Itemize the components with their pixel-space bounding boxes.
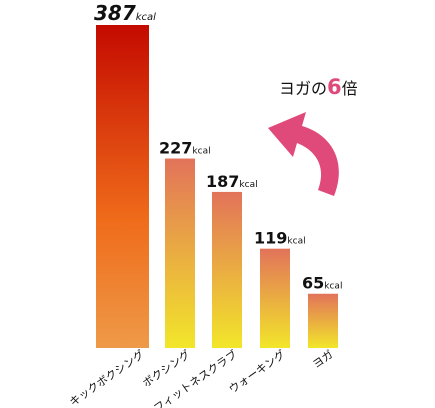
bar <box>260 248 290 348</box>
category-label: ヨガ <box>310 348 335 371</box>
bar <box>165 158 195 348</box>
bars-group <box>96 25 338 348</box>
value-number: 119 <box>254 229 287 248</box>
value-label: 119kcal <box>254 229 306 248</box>
value-unit: kcal <box>192 147 210 157</box>
value-label: 387kcal <box>94 1 156 25</box>
value-number: 187 <box>206 172 239 191</box>
value-unit: kcal <box>324 282 342 292</box>
annotation-prefix: ヨガの <box>279 79 327 98</box>
annotation-number: 6 <box>327 75 342 99</box>
value-unit: kcal <box>239 180 257 190</box>
value-number: 227 <box>159 139 192 158</box>
value-number: 387 <box>94 1 136 25</box>
category-label: キックボクシング <box>67 347 147 408</box>
bar <box>308 293 338 348</box>
value-label: 187kcal <box>206 172 258 191</box>
bar <box>212 191 242 348</box>
value-number: 65 <box>302 274 324 293</box>
annotation-text: ヨガの6倍 <box>279 75 358 99</box>
value-label: 227kcal <box>159 139 211 158</box>
bar <box>96 25 149 348</box>
curved-arrow-up-left-icon <box>268 112 339 196</box>
value-unit: kcal <box>287 237 305 247</box>
annotation: ヨガの6倍 <box>268 75 358 196</box>
value-label: 65kcal <box>302 274 342 293</box>
annotation-suffix: 倍 <box>342 79 358 98</box>
value-unit: kcal <box>136 12 156 23</box>
